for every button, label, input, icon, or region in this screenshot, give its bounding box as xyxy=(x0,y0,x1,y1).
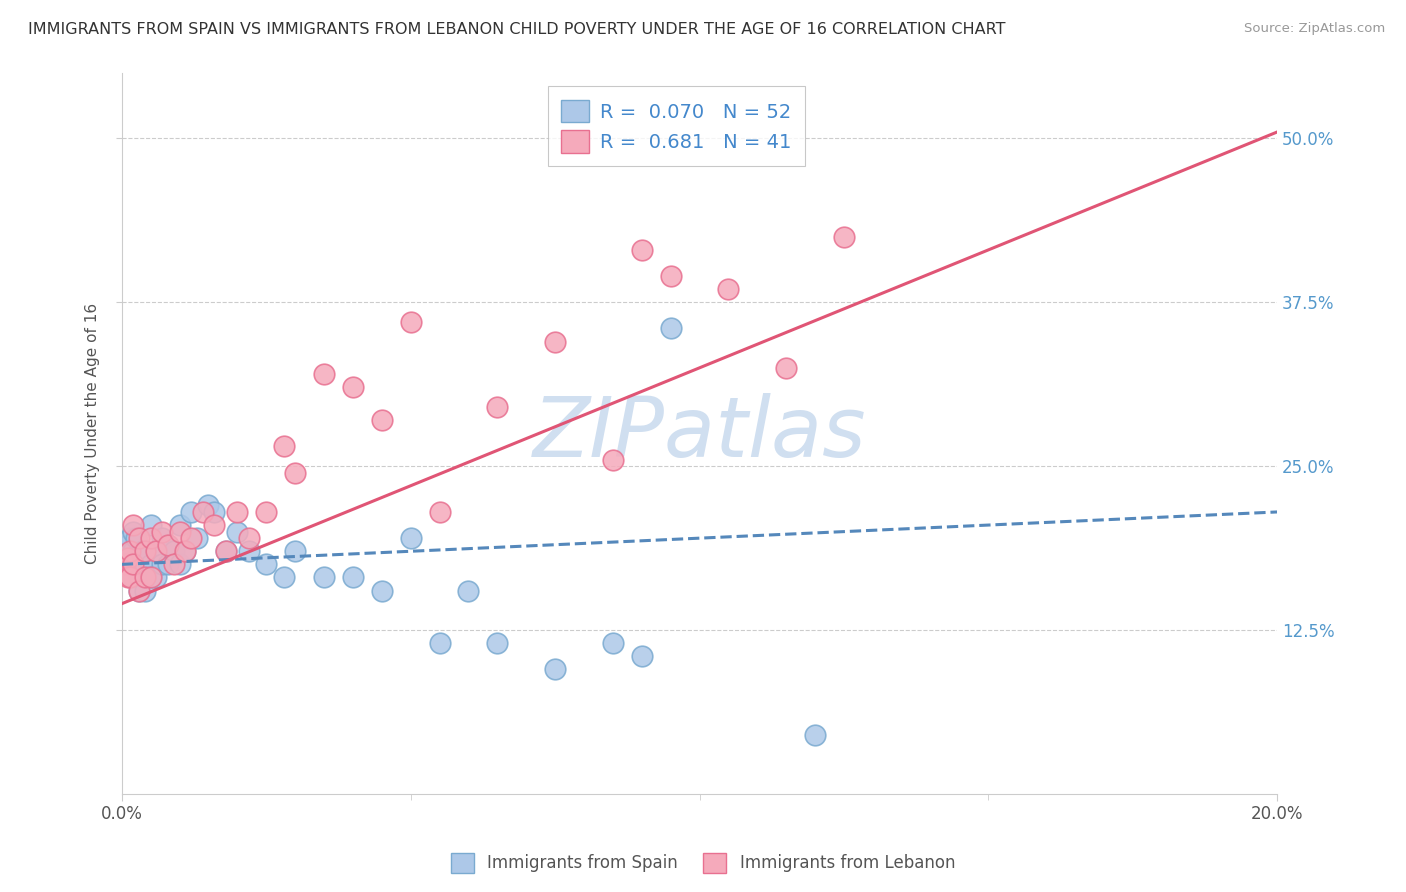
Point xyxy=(114,558,136,572)
Point xyxy=(486,400,509,414)
Point xyxy=(117,550,139,565)
Point xyxy=(180,531,202,545)
Point xyxy=(832,229,855,244)
Point xyxy=(169,518,191,533)
Point xyxy=(238,531,260,545)
Point xyxy=(174,544,197,558)
Point xyxy=(273,439,295,453)
Point xyxy=(114,544,136,558)
Text: Source: ZipAtlas.com: Source: ZipAtlas.com xyxy=(1244,22,1385,36)
Point xyxy=(117,558,139,572)
Point xyxy=(122,524,145,539)
Point xyxy=(117,570,139,584)
Point xyxy=(163,558,186,572)
Point xyxy=(169,558,191,572)
Point xyxy=(139,518,162,533)
Point xyxy=(371,583,394,598)
Point xyxy=(117,538,139,552)
Point xyxy=(804,728,827,742)
Legend: Immigrants from Spain, Immigrants from Lebanon: Immigrants from Spain, Immigrants from L… xyxy=(444,847,962,880)
Y-axis label: Child Poverty Under the Age of 16: Child Poverty Under the Age of 16 xyxy=(86,302,100,564)
Point xyxy=(174,544,197,558)
Text: ZIPatlas: ZIPatlas xyxy=(533,392,866,474)
Point xyxy=(630,243,652,257)
Point xyxy=(659,269,682,284)
Point xyxy=(659,321,682,335)
Point xyxy=(169,524,191,539)
Point xyxy=(150,558,173,572)
Point xyxy=(150,524,173,539)
Point xyxy=(122,558,145,572)
Point xyxy=(226,505,249,519)
Point xyxy=(150,531,173,545)
Point xyxy=(145,544,167,558)
Point xyxy=(128,558,150,572)
Point xyxy=(122,544,145,558)
Point xyxy=(284,466,307,480)
Point xyxy=(125,550,148,565)
Point xyxy=(342,380,364,394)
Point xyxy=(120,531,142,545)
Point xyxy=(602,636,624,650)
Point xyxy=(429,636,451,650)
Point xyxy=(139,531,162,545)
Point xyxy=(602,452,624,467)
Point xyxy=(186,531,208,545)
Point xyxy=(273,570,295,584)
Point xyxy=(254,558,277,572)
Point xyxy=(120,558,142,572)
Legend: R =  0.070   N = 52, R =  0.681   N = 41: R = 0.070 N = 52, R = 0.681 N = 41 xyxy=(548,87,806,166)
Point xyxy=(371,413,394,427)
Point xyxy=(157,538,180,552)
Point xyxy=(284,544,307,558)
Point xyxy=(399,531,422,545)
Point xyxy=(163,544,186,558)
Point xyxy=(128,583,150,598)
Point xyxy=(215,544,238,558)
Point xyxy=(202,518,225,533)
Point xyxy=(312,368,335,382)
Point xyxy=(180,505,202,519)
Point xyxy=(139,570,162,584)
Point xyxy=(197,499,219,513)
Point xyxy=(120,544,142,558)
Point xyxy=(128,531,150,545)
Point xyxy=(128,583,150,598)
Point xyxy=(134,558,156,572)
Point xyxy=(342,570,364,584)
Point xyxy=(544,334,567,349)
Point xyxy=(399,315,422,329)
Point xyxy=(139,558,162,572)
Text: IMMIGRANTS FROM SPAIN VS IMMIGRANTS FROM LEBANON CHILD POVERTY UNDER THE AGE OF : IMMIGRANTS FROM SPAIN VS IMMIGRANTS FROM… xyxy=(28,22,1005,37)
Point xyxy=(717,282,740,296)
Point xyxy=(122,570,145,584)
Point xyxy=(134,570,156,584)
Point xyxy=(630,649,652,664)
Point xyxy=(145,570,167,584)
Point xyxy=(429,505,451,519)
Point xyxy=(202,505,225,519)
Point xyxy=(122,518,145,533)
Point xyxy=(254,505,277,519)
Point xyxy=(775,360,797,375)
Point xyxy=(191,505,214,519)
Point xyxy=(486,636,509,650)
Point xyxy=(134,544,156,558)
Point xyxy=(238,544,260,558)
Point xyxy=(312,570,335,584)
Point xyxy=(157,558,180,572)
Point xyxy=(134,583,156,598)
Point xyxy=(134,544,156,558)
Point xyxy=(120,570,142,584)
Point xyxy=(145,544,167,558)
Point xyxy=(544,662,567,676)
Point xyxy=(215,544,238,558)
Point xyxy=(139,570,162,584)
Point xyxy=(131,544,153,558)
Point xyxy=(226,524,249,539)
Point xyxy=(125,531,148,545)
Point xyxy=(128,570,150,584)
Point xyxy=(457,583,479,598)
Point xyxy=(157,538,180,552)
